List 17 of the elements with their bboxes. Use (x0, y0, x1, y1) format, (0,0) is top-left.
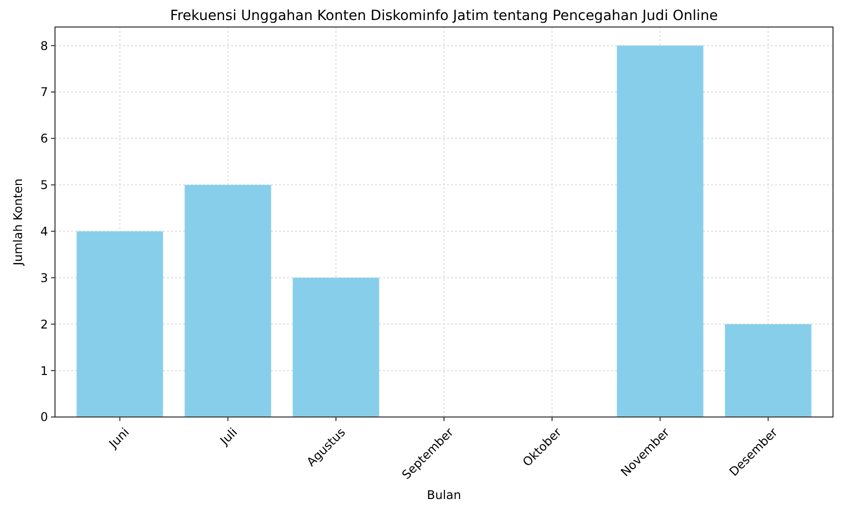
y-tick-label: 1 (40, 364, 48, 378)
y-tick-label: 0 (40, 410, 48, 424)
y-tick-label: 8 (40, 38, 48, 53)
y-tick-label: 3 (40, 270, 48, 285)
bar (616, 46, 704, 417)
y-axis-title: Jumlah Konten (11, 178, 25, 266)
bar (292, 278, 380, 417)
x-axis-title: Bulan (426, 488, 462, 502)
bar (724, 324, 812, 417)
y-tick-label: 4 (40, 224, 48, 238)
y-tick-label: 5 (40, 178, 48, 192)
y-tick-label: 2 (40, 317, 48, 332)
bar (184, 184, 272, 417)
chart-title: Frekuensi Unggahan Konten Diskominfo Jatim tentang Pencegahan Judi Online (170, 8, 718, 24)
bar (76, 231, 164, 417)
y-tick-label: 6 (40, 132, 48, 146)
y-tick-label: 7 (40, 85, 48, 100)
